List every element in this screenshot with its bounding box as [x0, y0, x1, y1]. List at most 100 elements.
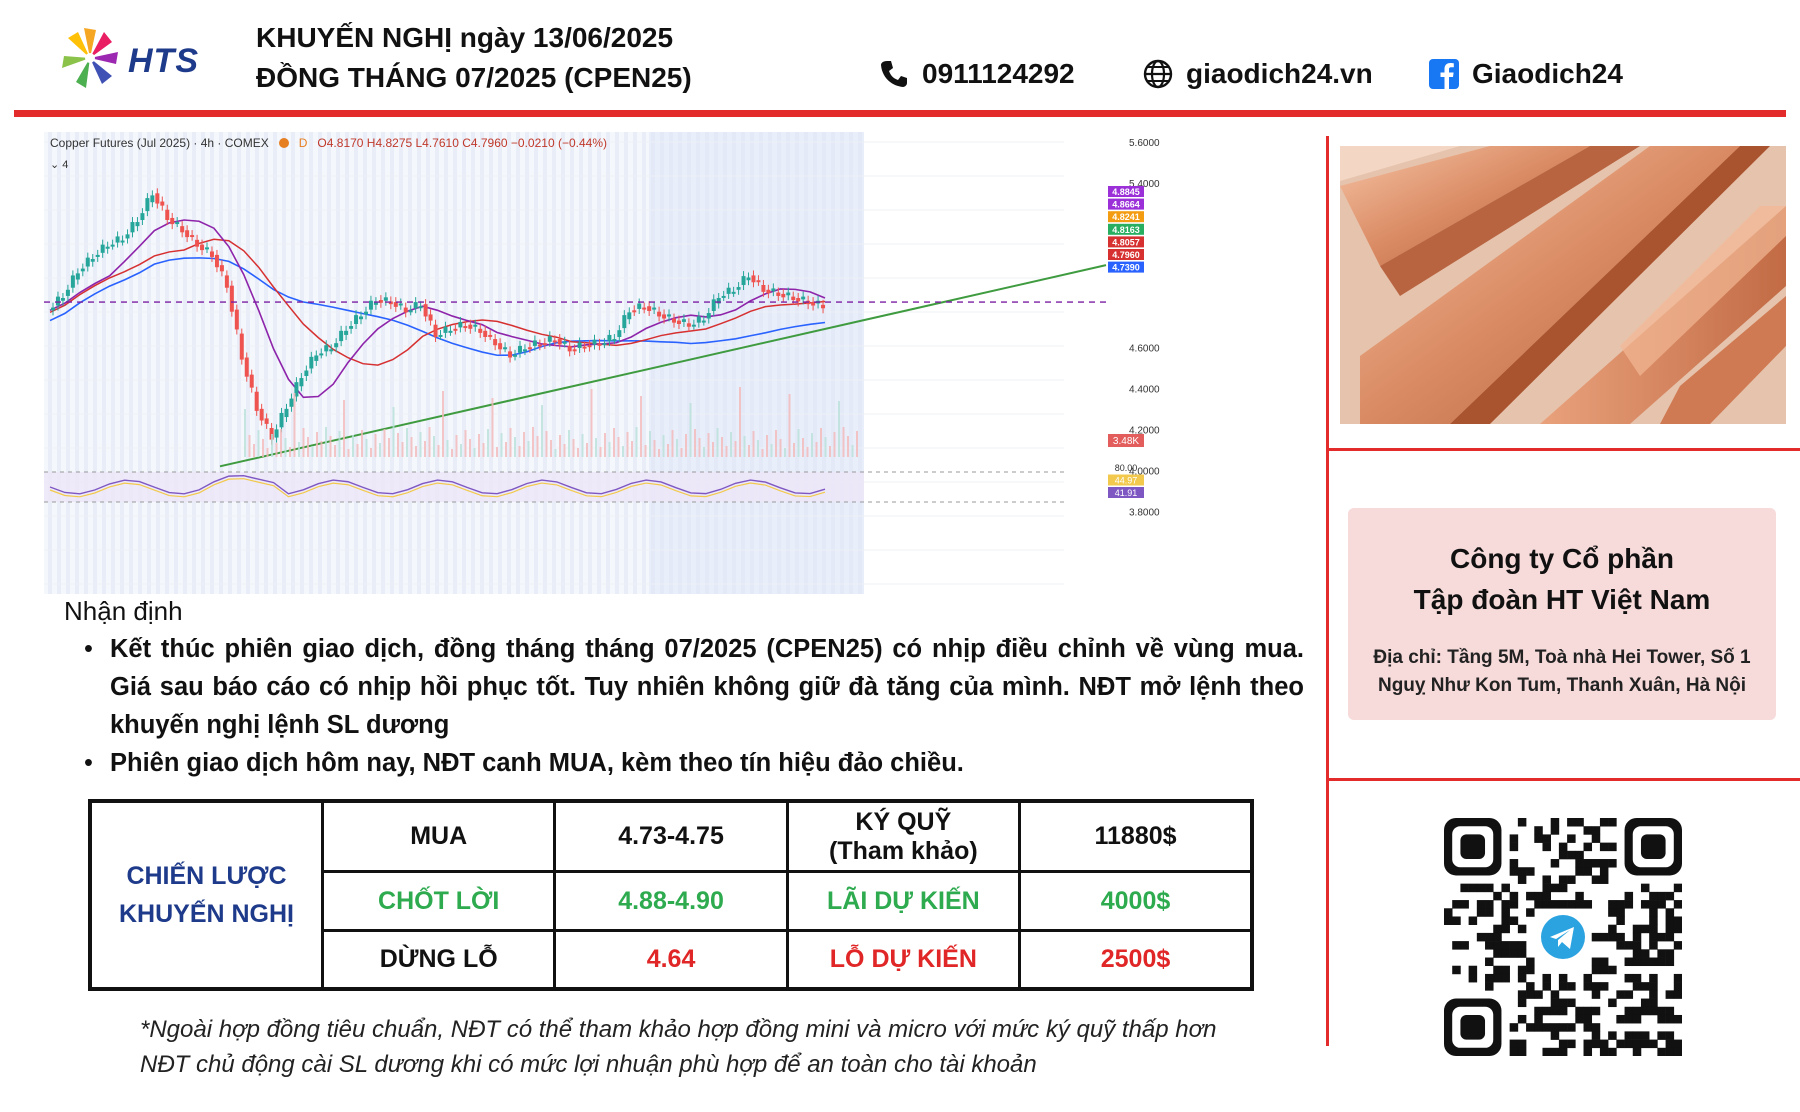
- qr-module: [1509, 842, 1519, 852]
- phone-contact[interactable]: 0911124292: [878, 58, 1075, 90]
- volume-bar: [347, 449, 350, 457]
- session-stripe: [480, 132, 484, 594]
- candle: [761, 285, 766, 292]
- qr-module: [1657, 900, 1666, 909]
- qr-module: [1673, 924, 1683, 934]
- price-tag: [1108, 236, 1144, 248]
- qr-module: [1501, 883, 1510, 893]
- qr-module: [1649, 998, 1658, 1008]
- candle: [408, 310, 413, 313]
- session-stripe: [66, 132, 70, 594]
- volume-bar: [532, 427, 534, 457]
- volume-bar: [568, 430, 570, 457]
- qr-module: [1517, 924, 1527, 934]
- facebook-contact[interactable]: Giaodich24: [1428, 58, 1623, 90]
- session-stripe: [642, 132, 646, 594]
- session-stripe: [678, 132, 682, 594]
- candle: [279, 412, 284, 428]
- candle: [309, 356, 314, 369]
- qr-module: [1624, 891, 1634, 901]
- candle: [662, 314, 667, 319]
- candle: [65, 289, 70, 296]
- qr-module: [1485, 982, 1494, 991]
- session-stripe: [768, 132, 772, 594]
- volume-bar: [505, 442, 507, 457]
- qr-module: [1608, 998, 1617, 1008]
- candle: [527, 347, 532, 350]
- telegram-qr-code[interactable]: [1444, 818, 1683, 1057]
- candle: [105, 246, 110, 249]
- qr-module: [1665, 949, 1675, 958]
- qr-module: [1640, 998, 1650, 1008]
- qr-module: [1542, 891, 1551, 901]
- indicator-toggle[interactable]: ⌄ 4: [50, 159, 69, 171]
- qr-module: [1550, 1031, 1560, 1040]
- volume-bar: [316, 432, 318, 457]
- company-name: Công ty Cổ phần Tập đoàn HT Việt Nam: [1348, 508, 1776, 620]
- session-stripe: [705, 132, 709, 594]
- volume-bar: [842, 427, 845, 457]
- qr-module: [1649, 900, 1658, 909]
- contract-title: ĐỒNG THÁNG 07/2025 (CPEN25): [256, 62, 692, 93]
- volume-bar: [253, 444, 255, 457]
- qr-module: [1599, 932, 1609, 942]
- session-stripe: [417, 132, 421, 594]
- candle: [339, 330, 344, 342]
- session-stripe: [408, 132, 412, 594]
- candle: [781, 293, 786, 298]
- candle: [359, 316, 364, 320]
- candle: [552, 340, 557, 343]
- qr-module: [1608, 818, 1617, 827]
- qr-module: [1460, 941, 1469, 950]
- qr-module: [1591, 826, 1601, 835]
- website-contact[interactable]: giaodich24.vn: [1142, 58, 1373, 90]
- qr-module: [1575, 818, 1584, 827]
- candle: [344, 330, 349, 335]
- qr-module: [1558, 1006, 1568, 1016]
- session-stripe: [93, 132, 97, 594]
- candle: [219, 265, 224, 272]
- qr-module: [1542, 1047, 1551, 1057]
- candle: [403, 307, 408, 313]
- session-stripe: [741, 132, 745, 594]
- qr-module: [1673, 990, 1683, 999]
- volume-bar: [622, 446, 624, 457]
- volume-bar: [469, 439, 471, 457]
- qr-module: [1640, 1006, 1650, 1016]
- qr-module: [1632, 982, 1642, 991]
- qr-module: [1558, 982, 1568, 991]
- qr-module: [1567, 900, 1576, 909]
- chart-caption: Copper Futures (Jul 2025) · 4h · COMEX D…: [50, 136, 607, 150]
- volume-bar: [667, 444, 669, 457]
- candle: [334, 343, 339, 348]
- strategy-label-line1: CHIẾN LƯỢC: [126, 862, 287, 890]
- candle: [756, 280, 761, 283]
- qr-module: [1649, 908, 1658, 917]
- qr-module: [1583, 1014, 1593, 1024]
- session-stripe: [183, 132, 187, 594]
- footnote-line1: *Ngoài hợp đồng tiêu chuẩn, NĐT có thể t…: [140, 1016, 1217, 1043]
- candle: [592, 339, 597, 345]
- candle: [140, 213, 145, 220]
- candle: [155, 193, 160, 204]
- session-stripe: [534, 132, 538, 594]
- qr-finder: [1460, 1014, 1486, 1040]
- volume-bar: [743, 436, 746, 457]
- qr-module: [1616, 908, 1625, 917]
- volume-bar: [428, 427, 431, 457]
- qr-module: [1608, 932, 1617, 942]
- volume-bar: [694, 429, 696, 457]
- recommendation-date-title: KHUYẾN NGHỊ ngày 13/06/2025: [256, 22, 674, 53]
- session-stripe: [210, 132, 214, 594]
- candle: [671, 318, 676, 323]
- volume-bar: [541, 405, 543, 457]
- volume-bar: [442, 391, 444, 457]
- volume-bar: [406, 428, 408, 457]
- analysis-bullets: • Kết thúc phiên giao dịch, đồng tháng t…: [84, 630, 1304, 782]
- volume-bar: [338, 431, 341, 457]
- candle: [329, 349, 334, 352]
- rsi-tag-label: 80.00: [1115, 463, 1138, 473]
- qr-module: [1550, 818, 1560, 827]
- qr-module: [1468, 916, 1478, 925]
- volume-bar: [604, 433, 606, 457]
